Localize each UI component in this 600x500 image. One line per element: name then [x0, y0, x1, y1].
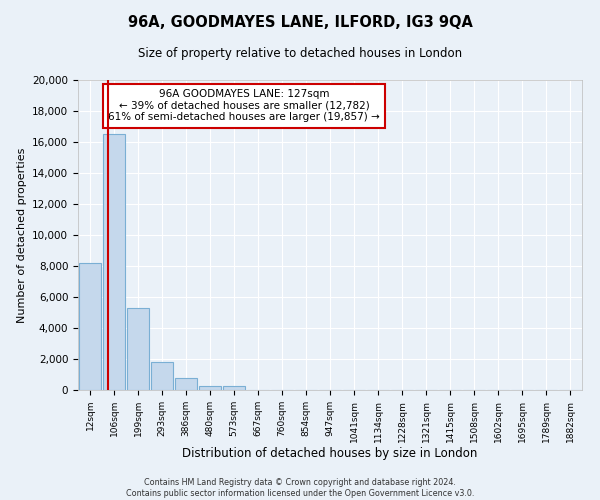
Bar: [175, 378, 197, 390]
Bar: [127, 308, 149, 390]
Bar: [199, 386, 221, 390]
Y-axis label: Number of detached properties: Number of detached properties: [17, 148, 26, 322]
Text: 96A GOODMAYES LANE: 127sqm
← 39% of detached houses are smaller (12,782)
61% of : 96A GOODMAYES LANE: 127sqm ← 39% of deta…: [109, 90, 380, 122]
Text: Size of property relative to detached houses in London: Size of property relative to detached ho…: [138, 48, 462, 60]
Bar: [79, 263, 101, 390]
Bar: [103, 134, 125, 390]
Text: Contains HM Land Registry data © Crown copyright and database right 2024.
Contai: Contains HM Land Registry data © Crown c…: [126, 478, 474, 498]
Bar: [151, 362, 173, 390]
X-axis label: Distribution of detached houses by size in London: Distribution of detached houses by size …: [182, 448, 478, 460]
Bar: [223, 386, 245, 390]
Text: 96A, GOODMAYES LANE, ILFORD, IG3 9QA: 96A, GOODMAYES LANE, ILFORD, IG3 9QA: [128, 15, 472, 30]
